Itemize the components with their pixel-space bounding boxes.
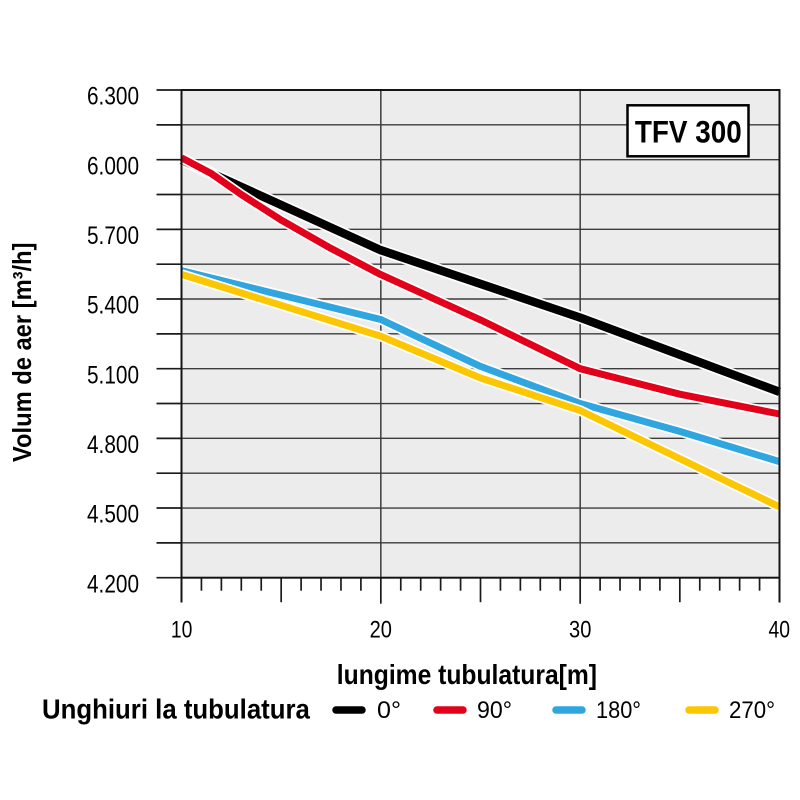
svg-text:Volum de aer [m³/h]: Volum de aer [m³/h] — [7, 243, 37, 463]
svg-text:90°: 90° — [477, 697, 512, 724]
svg-text:lungime tubulatura[m]: lungime tubulatura[m] — [337, 659, 597, 690]
svg-text:270°: 270° — [729, 697, 775, 724]
svg-text:180°: 180° — [596, 697, 641, 724]
svg-text:4.200: 4.200 — [87, 570, 139, 598]
svg-text:4.500: 4.500 — [87, 501, 139, 529]
svg-text:6.300: 6.300 — [87, 83, 139, 111]
svg-text:20: 20 — [370, 617, 392, 644]
svg-text:10: 10 — [171, 617, 193, 644]
svg-text:5.700: 5.700 — [87, 222, 139, 250]
svg-text:5.100: 5.100 — [87, 361, 139, 389]
svg-text:Unghiuri la tubulatura: Unghiuri la tubulatura — [42, 694, 310, 725]
svg-text:5.400: 5.400 — [87, 292, 139, 320]
svg-text:30: 30 — [569, 617, 591, 644]
svg-text:6.000: 6.000 — [87, 152, 139, 180]
svg-text:4.800: 4.800 — [87, 431, 139, 459]
svg-text:40: 40 — [769, 617, 791, 644]
svg-text:TFV 300: TFV 300 — [635, 113, 742, 149]
svg-text:0°: 0° — [377, 697, 401, 724]
